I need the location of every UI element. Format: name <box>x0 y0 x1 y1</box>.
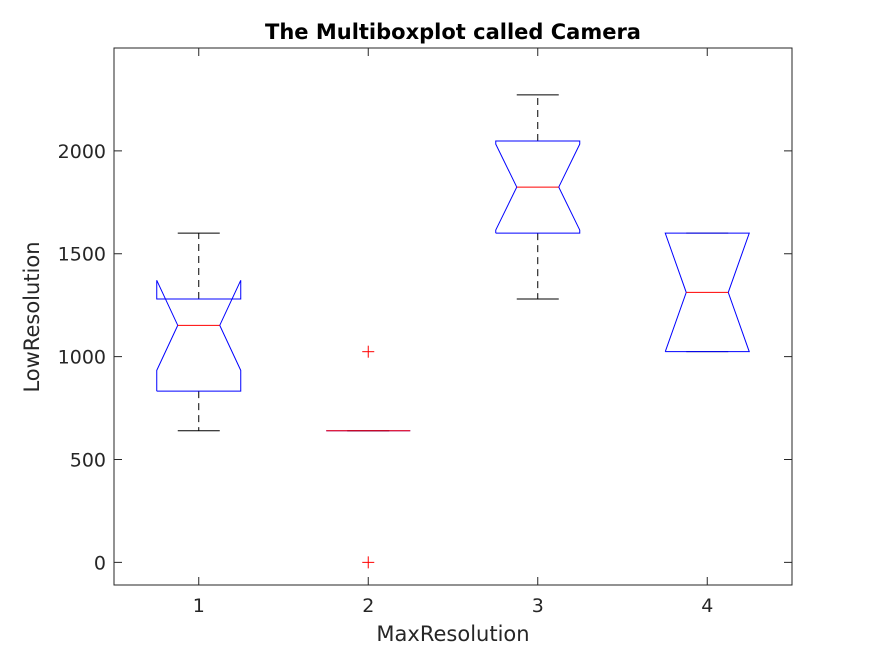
x-tick-label: 4 <box>701 595 713 617</box>
y-tick-label: 1000 <box>58 347 106 369</box>
y-tick-label: 2000 <box>58 141 106 163</box>
plot-area <box>156 94 750 569</box>
axes-frame <box>113 47 793 586</box>
outlier-marker <box>362 345 375 358</box>
box-group-4 <box>664 232 750 353</box>
axes: 0 500 1000 1500 2000 1 2 3 4 <box>58 47 793 617</box>
y-axis-label: LowResolution <box>20 241 44 392</box>
box-group-3 <box>495 94 581 300</box>
x-tick-label: 2 <box>362 595 374 617</box>
y-tick-label: 500 <box>70 449 106 471</box>
y-tick-label: 1500 <box>58 244 106 266</box>
box-group-2 <box>326 345 411 569</box>
x-tick-label: 3 <box>532 595 544 617</box>
notched-box <box>156 280 242 392</box>
x-tick-label: 1 <box>193 595 205 617</box>
outlier-marker <box>362 556 375 569</box>
box-group-1 <box>156 232 242 432</box>
chart-title: The Multiboxplot called Camera <box>265 20 641 44</box>
notched-box <box>495 140 581 234</box>
y-tick-label: 0 <box>94 552 106 574</box>
x-axis-label: MaxResolution <box>376 622 529 646</box>
